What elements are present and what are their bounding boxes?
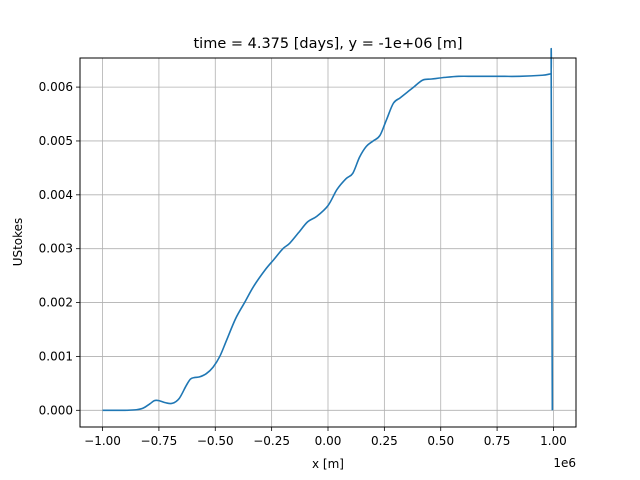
y-tick-label: 0.005 [39,134,73,148]
y-tick-label: 0.003 [39,242,73,256]
x-tick-label: −0.75 [141,434,178,448]
x-tick-label: −0.50 [197,434,234,448]
x-tick-label: −0.25 [253,434,290,448]
y-tick-label: 0.001 [39,349,73,363]
x-offset-text: 1e6 [553,456,576,470]
x-tick-label: −1.00 [84,434,121,448]
x-tick-label: 0.50 [427,434,454,448]
y-tick-label: 0.002 [39,296,73,310]
y-tick-label: 0.006 [39,80,73,94]
y-tick-label: 0.004 [39,188,73,202]
y-axis-label: UStokes [11,218,25,267]
x-tick-label: 1.00 [540,434,567,448]
y-axis: 0.000 0.001 0.002 0.003 0.004 0.005 0.006 [39,80,80,417]
x-tick-label: 0.75 [484,434,511,448]
series-line [102,48,554,412]
x-axis: −1.00 −0.75 −0.50 −0.25 0.00 0.25 0.50 0.75 1.00 [84,427,567,448]
x-axis-label: x [m] [312,457,344,471]
x-tick-label: 0.00 [315,434,342,448]
grid [80,58,576,427]
x-tick-label: 0.25 [371,434,398,448]
y-tick-label: 0.000 [39,403,73,417]
chart-title: time = 4.375 [days], y = -1e+06 [m] [194,36,463,52]
